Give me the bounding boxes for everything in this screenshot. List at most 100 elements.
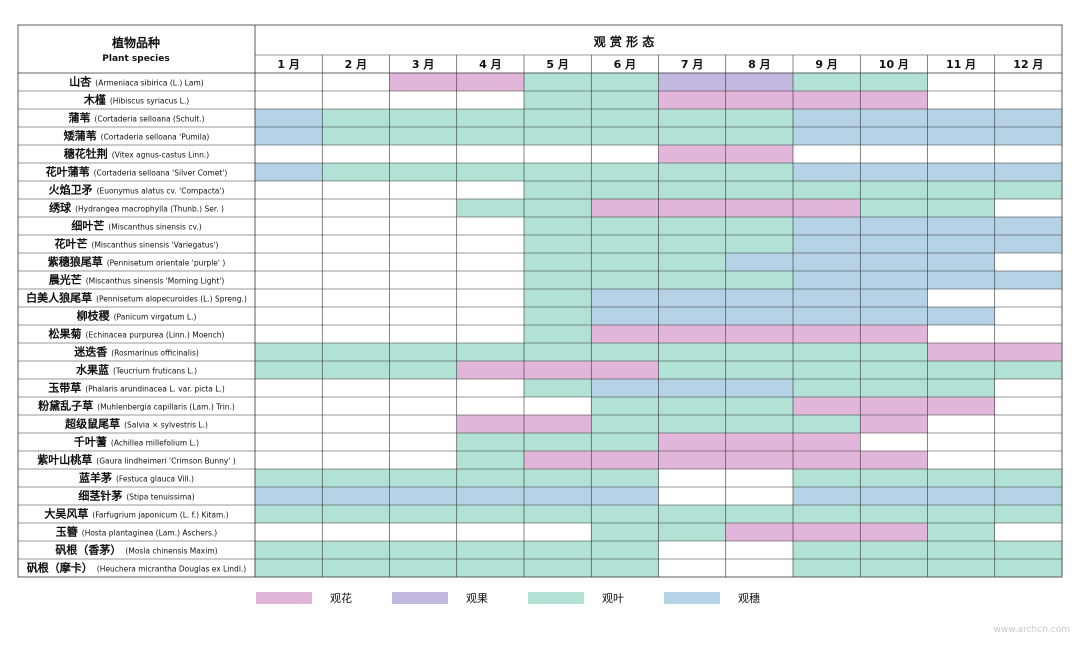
cell-r24-m12 (994, 505, 1062, 523)
species-cn-name: 松果菊 (49, 327, 82, 341)
species-label-17: 玉带草 (Phalaris arundinacea L. var. picta L… (48, 381, 225, 395)
cell-r7-m6 (591, 199, 659, 217)
cell-r24-m6 (591, 505, 659, 523)
cell-r15-m11 (927, 343, 995, 361)
cell-r3-m9 (793, 127, 861, 145)
cell-r23-m5 (524, 487, 592, 505)
species-label-2: 蒲苇 (Cortaderia selloana (Schult.) (68, 111, 204, 125)
species-latin-name: (Stipa tenuissima) (126, 493, 194, 502)
cell-r6-m6 (591, 181, 659, 199)
cell-r26-m10 (860, 541, 928, 559)
cell-r13-m7 (658, 307, 726, 325)
cell-r2-m7 (658, 109, 726, 127)
cell-r27-m4 (456, 559, 524, 577)
cell-r0-m5 (524, 73, 592, 91)
cell-r13-m11 (927, 307, 995, 325)
cell-r14-m5 (524, 325, 592, 343)
species-latin-name: (Pennisetum alopecuroides (L.) Spreng.) (96, 295, 247, 304)
cell-r14-m7 (658, 325, 726, 343)
cell-r1-m10 (860, 91, 928, 109)
species-cn-name: 紫穗狼尾草 (48, 255, 103, 269)
species-cn-name: 绣球 (48, 201, 72, 215)
species-cn-name: 晨光芒 (49, 273, 82, 287)
cell-r17-m9 (793, 379, 861, 397)
species-latin-name: (Rosmarinus officinalis) (111, 349, 199, 358)
species-cn-name: 木槿 (83, 93, 106, 107)
form-header: 观 赏 形 态 (594, 34, 655, 49)
cell-r25-m10 (860, 523, 928, 541)
cell-r3-m12 (994, 127, 1062, 145)
cell-r1-m7 (658, 91, 726, 109)
cell-r8-m7 (658, 217, 726, 235)
cell-r6-m5 (524, 181, 592, 199)
cell-r19-m5 (524, 415, 592, 433)
cell-r11-m12 (994, 271, 1062, 289)
cell-r27-m9 (793, 559, 861, 577)
species-latin-name: (Phalaris arundinacea L. var. picta L.) (85, 385, 225, 394)
species-label-9: 花叶芒 (Miscanthus sinensis 'Variegatus') (55, 237, 219, 251)
cell-r6-m12 (994, 181, 1062, 199)
species-cn-name: 白美人狼尾草 (26, 291, 92, 305)
cell-r3-m4 (456, 127, 524, 145)
cell-r17-m7 (658, 379, 726, 397)
species-label-19: 超级鼠尾草 (Salvia × sylvestris L.) (64, 417, 208, 431)
cell-r24-m3 (389, 505, 457, 523)
cell-r23-m1 (255, 487, 323, 505)
species-cn-name: 蓝羊茅 (79, 471, 112, 485)
cell-r5-m10 (860, 163, 928, 181)
species-latin-name: (Achillea millefolium L.) (111, 439, 199, 448)
legend-label-R: 观果 (466, 592, 488, 605)
cell-r16-m10 (860, 361, 928, 379)
cell-r21-m9 (793, 451, 861, 469)
cell-r27-m3 (389, 559, 457, 577)
species-latin-name: (Festuca glauca Vill.) (116, 475, 194, 484)
cell-r11-m5 (524, 271, 592, 289)
cell-r15-m9 (793, 343, 861, 361)
cell-r5-m3 (389, 163, 457, 181)
cell-r12-m7 (658, 289, 726, 307)
species-latin-name: (Farfugrium japonicum (L. f.) Kitam.) (92, 511, 228, 520)
species-label-10: 紫穗狼尾草 (Pennisetum orientale 'purple' ) (48, 255, 226, 269)
legend-label-S: 观穗 (738, 592, 760, 605)
cell-r11-m11 (927, 271, 995, 289)
species-cn-name: 山杏 (69, 75, 92, 89)
cell-r16-m4 (456, 361, 524, 379)
cell-r16-m5 (524, 361, 592, 379)
cell-r0-m4 (456, 73, 524, 91)
month-label-4: 4 月 (479, 58, 501, 71)
month-label-3: 3 月 (412, 58, 434, 71)
species-label-3: 矮蒲苇 (Cortaderia selloana 'Pumila) (64, 129, 210, 143)
cell-r23-m9 (793, 487, 861, 505)
cell-r7-m9 (793, 199, 861, 217)
cell-r10-m5 (524, 253, 592, 271)
species-cn-name: 矾根（摩卡） (27, 561, 93, 575)
species-cn-name: 柳枝稷 (77, 309, 111, 323)
cell-r27-m10 (860, 559, 928, 577)
cell-r10-m10 (860, 253, 928, 271)
cell-r10-m8 (725, 253, 793, 271)
cell-r25-m8 (725, 523, 793, 541)
cell-r14-m8 (725, 325, 793, 343)
cell-r8-m11 (927, 217, 995, 235)
cell-r8-m12 (994, 217, 1062, 235)
cell-r24-m2 (322, 505, 390, 523)
cell-r23-m4 (456, 487, 524, 505)
cell-r12-m5 (524, 289, 592, 307)
cell-r9-m10 (860, 235, 928, 253)
cell-r22-m12 (994, 469, 1062, 487)
cell-r10-m9 (793, 253, 861, 271)
cell-r14-m6 (591, 325, 659, 343)
cell-r21-m4 (456, 451, 524, 469)
species-label-11: 晨光芒 (Miscanthus sinensis 'Morning Light') (49, 273, 225, 287)
species-latin-name: (Armeniaca sibirica (L.) Lam) (95, 79, 203, 88)
cell-r24-m9 (793, 505, 861, 523)
cell-r5-m2 (322, 163, 390, 181)
cell-r26-m12 (994, 541, 1062, 559)
cell-r7-m4 (456, 199, 524, 217)
species-cn-name: 玉簪 (56, 525, 78, 539)
cell-r1-m6 (591, 91, 659, 109)
cell-r0-m10 (860, 73, 928, 91)
cell-r27-m12 (994, 559, 1062, 577)
cell-r17-m6 (591, 379, 659, 397)
species-label-7: 绣球 (Hydrangea macrophylla (Thunb.) Ser. ) (48, 201, 224, 215)
